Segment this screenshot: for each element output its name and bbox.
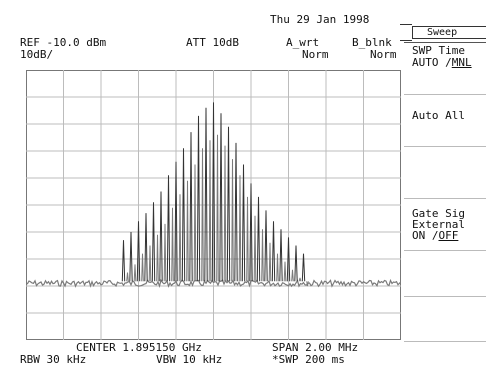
softkey-gate-signal-onoff: ON /OFF (412, 229, 459, 242)
softkey-sweep-time[interactable] (404, 42, 486, 95)
carrier-sidelobe (148, 245, 152, 282)
carrier-sidelobe (291, 269, 294, 282)
attenuation-readout: ATT 10dB (186, 36, 239, 49)
carrier-spike (181, 148, 186, 282)
carrier-sidelobe (246, 196, 249, 282)
carrier-spike (196, 115, 201, 282)
softkey-blank-5[interactable] (404, 250, 486, 297)
carrier-spike (234, 142, 238, 282)
scale-readout: 10dB/ (20, 48, 54, 61)
carrier-sidelobe (163, 223, 167, 282)
carrier-spike (301, 253, 306, 282)
carrier-sidelobe (223, 145, 227, 282)
carrier-spike (294, 245, 298, 282)
carrier-sidelobe (126, 272, 129, 282)
carrier-spike (144, 213, 148, 282)
ref-level-readout: REF -10.0 dBm (20, 36, 107, 49)
carrier-spike (279, 229, 283, 282)
carrier-sidelobe (178, 194, 182, 282)
carrier-spike (136, 221, 141, 282)
carrier-sidelobe (156, 234, 159, 282)
carrier-spike (286, 237, 291, 282)
carrier-sidelobe (231, 159, 234, 282)
trace-b-readout: B_blnk (352, 36, 392, 49)
carrier-sidelobe (193, 164, 197, 282)
trace-b-mode-readout: Norm (370, 48, 397, 61)
carrier-sidelobe (268, 242, 272, 282)
menu-title-rule-lower (400, 40, 412, 41)
date-readout: Thu 29 Jan 1998 (270, 13, 370, 26)
softkey-sweep-time-auto: AUTO /MNL (412, 56, 472, 69)
softkey-blank-3[interactable] (404, 146, 486, 199)
carrier-spike (189, 132, 193, 282)
carrier-sidelobe (216, 134, 219, 282)
span-readout: SPAN 2.00 MHz (272, 341, 359, 354)
softkey-gate-signal-line2: External (412, 218, 465, 231)
softkey-sweep-time-label: SWP Time (412, 44, 465, 57)
carrier-spike (271, 221, 276, 282)
carrier-sidelobe (253, 215, 257, 282)
carrier-spike (241, 164, 246, 282)
softkey-blank-6[interactable] (404, 296, 486, 342)
carrier-spike (151, 202, 156, 282)
carrier-spike (256, 196, 261, 282)
vbw-readout: VBW 10 kHz (156, 353, 223, 366)
carrier-spike (121, 240, 126, 282)
carrier-sidelobe (171, 207, 174, 282)
carrier-spike (159, 191, 163, 282)
softkey-auto-all[interactable] (404, 94, 486, 147)
carrier-sidelobe (306, 281, 309, 287)
carrier-spike (204, 107, 208, 282)
menu-title-rule (400, 24, 412, 25)
softkey-gate-signal-line1: Gate Sig (412, 207, 465, 220)
carrier-spike (226, 126, 231, 282)
carrier-spike (264, 210, 268, 282)
softkey-auto-all-label: Auto All (412, 109, 465, 122)
carrier-spike (174, 161, 178, 282)
trace-a-mode-readout: Norm (302, 48, 329, 61)
trace-a-readout: A_wrt (286, 36, 320, 49)
carrier-sidelobe (201, 148, 204, 282)
carrier-spike (166, 175, 171, 282)
noise-floor-trace (26, 278, 401, 289)
sweep-time-readout: *SWP 200 ms (272, 353, 345, 366)
center-frequency-readout: CENTER 1.895150 GHz (76, 341, 202, 354)
softkey-gate-signal[interactable] (404, 198, 486, 251)
carrier-sidelobe (276, 253, 279, 282)
carrier-sidelobe (186, 180, 189, 282)
carrier-sidelobe (141, 253, 144, 282)
carrier-sidelobe (298, 277, 302, 282)
carrier-sidelobe (238, 175, 242, 282)
carrier-spike (249, 183, 253, 282)
carrier-sidelobe (208, 140, 212, 282)
carrier-sidelobe (133, 264, 137, 282)
menu-title: Sweep (412, 26, 486, 39)
carrier-spike (129, 231, 133, 282)
carrier-spike (211, 102, 216, 282)
carrier-spike (219, 113, 223, 282)
rbw-readout: RBW 30 kHz (20, 353, 87, 366)
spectrum-plot (26, 70, 401, 340)
carrier-sidelobe (261, 229, 264, 282)
carrier-sidelobe (283, 261, 287, 282)
